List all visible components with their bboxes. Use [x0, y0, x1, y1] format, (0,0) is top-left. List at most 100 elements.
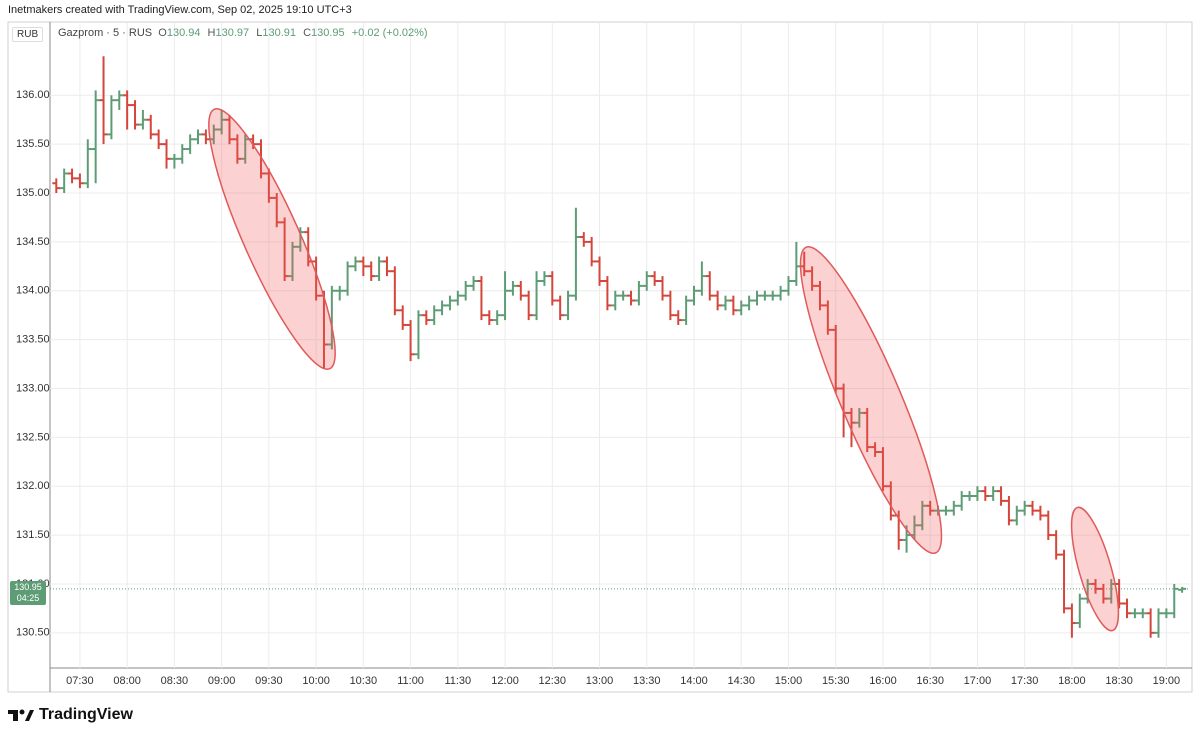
last-price: 130.95 — [14, 581, 42, 592]
ohlc-bar — [768, 290, 777, 301]
last-price-tag: 130.95 04:25 — [10, 580, 46, 605]
ohlc-bar — [579, 232, 588, 247]
ohlc-bar — [438, 300, 447, 316]
ohlc-bar — [784, 276, 793, 296]
x-tick-label: 10:30 — [350, 675, 378, 687]
ohlc-bar — [1146, 608, 1155, 638]
high-value: 130.97 — [215, 27, 250, 39]
ohlc-bar — [965, 491, 974, 501]
ohlc-bar — [1130, 608, 1139, 619]
ohlc-bar — [225, 114, 234, 145]
ohlc-bar — [107, 95, 116, 140]
ohlc-bar — [312, 256, 321, 301]
ohlc-bar — [611, 290, 620, 311]
ohlc-bar — [52, 178, 61, 194]
ohlc-bar — [705, 271, 714, 301]
x-tick-label: 12:00 — [491, 675, 519, 687]
ohlc-bar — [1170, 583, 1179, 619]
x-tick-label: 15:30 — [822, 675, 850, 687]
ohlc-bar — [697, 261, 706, 296]
logo: TradingView — [8, 706, 133, 724]
ohlc-bar — [973, 486, 982, 501]
y-tick-label: 130.50 — [16, 627, 50, 639]
ohlc-bar — [666, 290, 675, 321]
x-tick-label: 11:00 — [397, 675, 424, 687]
ohlc-bar — [398, 305, 407, 330]
ohlc-bar — [233, 134, 242, 164]
ohlc-bar — [60, 168, 69, 194]
ohlc-bar — [957, 491, 966, 511]
ohlc-bar — [1044, 510, 1053, 540]
ohlc-bar — [83, 139, 92, 189]
ohlc-bar — [532, 271, 541, 321]
ohlc-bar — [288, 241, 297, 281]
ohlc-bar — [831, 324, 840, 394]
ohlc-bar — [690, 285, 699, 306]
ohlc-bar — [343, 261, 352, 296]
ohlc-bar — [162, 139, 171, 169]
ohlc-bar — [1154, 608, 1163, 638]
low-label: L — [256, 27, 263, 39]
ohlc-bar — [1020, 500, 1029, 516]
x-tick-label: 12:30 — [539, 675, 567, 687]
ohlc-bar — [548, 271, 557, 306]
close-label: C — [303, 27, 312, 39]
close-value: 130.95 — [311, 27, 345, 39]
ohlc-bar — [721, 295, 730, 311]
ohlc-bar — [146, 114, 155, 140]
x-tick-label: 11:30 — [444, 675, 471, 687]
low-value: 130.91 — [262, 27, 296, 39]
ohlc-bar — [1075, 593, 1084, 628]
ohlc-bar — [524, 290, 533, 321]
logo-icon — [8, 709, 34, 721]
ohlc-bar — [335, 285, 344, 301]
ohlc-bar — [1052, 530, 1061, 560]
ohlc-bar — [327, 285, 336, 350]
ohlc-bar — [642, 271, 651, 291]
ohlc-bar — [713, 290, 722, 311]
ohlc-bar — [540, 271, 549, 286]
x-tick-label: 17:00 — [964, 675, 992, 687]
x-tick-label: 13:00 — [586, 675, 614, 687]
ohlc-bar — [564, 290, 573, 321]
x-tick-label: 18:00 — [1058, 675, 1086, 687]
ohlc-bar — [1178, 586, 1187, 593]
x-tick-label: 13:30 — [633, 675, 661, 687]
ohlc-bar — [280, 217, 289, 281]
ohlc-bar — [1091, 579, 1100, 594]
ohlc-bar — [296, 227, 305, 252]
ohlc-bar — [138, 109, 147, 130]
ohlc-bar — [99, 56, 108, 145]
x-tick-label: 07:30 — [66, 675, 94, 687]
ohlc-bar — [634, 280, 643, 306]
ohlc-bar — [194, 129, 203, 145]
x-tick-label: 17:30 — [1011, 675, 1039, 687]
ohlc-bar — [941, 505, 950, 516]
grid: 130.50131.00131.50132.00132.50133.00133.… — [16, 22, 1190, 687]
y-tick-label: 135.00 — [16, 187, 50, 199]
ohlc-bar — [871, 442, 880, 457]
ohlc-bar — [619, 290, 628, 301]
x-tick-label: 19:00 — [1153, 675, 1181, 687]
ohlc-bar — [776, 285, 785, 301]
x-tick-label: 16:00 — [869, 675, 897, 687]
x-tick-label: 14:00 — [680, 675, 708, 687]
ohlc-bar — [752, 290, 761, 306]
ohlc-bar — [556, 295, 565, 321]
ohlc-bar — [1099, 583, 1108, 604]
ohlc-bar — [658, 276, 667, 301]
x-tick-label: 18:30 — [1105, 675, 1133, 687]
ohlc-bar — [571, 207, 580, 301]
y-tick-label: 132.50 — [16, 431, 50, 443]
ohlc-bar — [91, 90, 100, 184]
ohlc-bar — [1162, 608, 1171, 619]
open-label: O — [158, 27, 167, 39]
ohlc-bar — [461, 280, 470, 301]
ohlc-bar — [453, 290, 462, 306]
ohlc-bar — [382, 256, 391, 277]
open-value: 130.94 — [166, 27, 201, 39]
ohlc-bar — [997, 486, 1006, 506]
ohlc-bar — [264, 168, 273, 203]
ohlc-bar — [1083, 579, 1092, 604]
